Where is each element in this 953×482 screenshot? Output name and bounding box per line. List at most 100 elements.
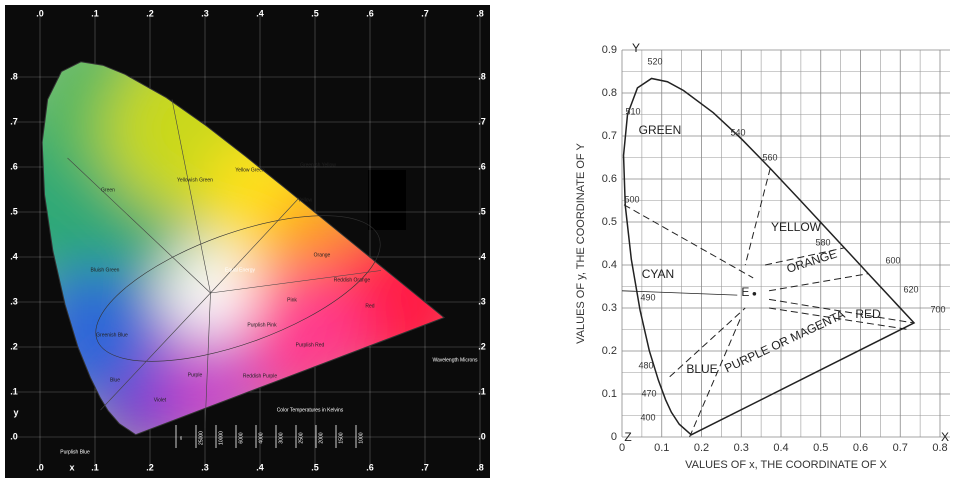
x-tick-label: .7: [421, 462, 429, 472]
kelvin-label: 6000: [238, 432, 244, 443]
region-label: Orange: [314, 252, 331, 258]
wavelength-label: 480: [638, 360, 653, 370]
region-label: Color Temperatures in Kelvins: [277, 407, 344, 413]
x-tick-label: .4: [256, 462, 264, 472]
wavelength-label: 400: [640, 412, 655, 422]
x-axis-label: VALUES OF x, THE COORDINATE OF X: [685, 459, 887, 471]
x-tick-label: .6: [366, 8, 374, 18]
y-tick-label: 0.7: [602, 130, 617, 142]
y-tick-label: .8: [10, 71, 18, 81]
y-tick-label: 0.2: [602, 345, 617, 357]
x-axis-label: x: [69, 462, 74, 472]
y-tick-label: .7: [478, 116, 486, 126]
cyan-boundary: [622, 291, 737, 295]
y-tick-label: .2: [10, 341, 18, 351]
region-label: Purple: [188, 372, 203, 378]
region-label: Red: [365, 303, 374, 309]
y-tick-label: 0.1: [602, 388, 617, 400]
y-tick-label: .6: [478, 161, 486, 171]
region-label: Greenish Yellow: [300, 162, 336, 168]
x-tick-label: .8: [476, 462, 484, 472]
white-point-label: E: [741, 285, 749, 299]
y-axis-label: VALUES OF y, THE COORDINATE OF Y: [575, 143, 587, 344]
region-label: Equal Energy: [225, 267, 256, 273]
x-tick-label: .4: [256, 8, 264, 18]
region-label: YELLOW: [771, 220, 822, 234]
wavelength-label: 600: [885, 255, 900, 265]
corner-label: X: [941, 430, 949, 444]
y-tick-label: 0.5: [602, 216, 617, 228]
dashed-boundary: [769, 274, 868, 291]
x-tick-label: .1: [91, 462, 99, 472]
wavelength-label: 620: [903, 284, 918, 294]
y-tick-label: .1: [478, 386, 486, 396]
dashed-boundary: [745, 168, 770, 265]
region-label: Reddish Purple: [243, 373, 277, 379]
kelvin-label: ∞: [178, 436, 184, 440]
x-tick-label: 0.7: [893, 442, 908, 454]
dashed-boundary: [690, 317, 742, 437]
y-tick-label: 0.9: [602, 44, 617, 56]
region-label: CYAN: [642, 267, 674, 281]
x-tick-label: 0.5: [813, 442, 828, 454]
wavelength-label: 560: [762, 152, 777, 162]
x-tick-label: .6: [366, 462, 374, 472]
kelvin-label: 2500: [298, 432, 304, 443]
y-tick-label: 0.3: [602, 302, 617, 314]
x-tick-label: .5: [311, 8, 319, 18]
page: .0.0.1.1.2.2.3.3.4.4.5.5.6.6.7.7.8.8.8.8…: [0, 0, 953, 482]
y-tick-label: .6: [10, 161, 18, 171]
x-tick-label: 0.3: [734, 442, 749, 454]
x-tick-label: 0.6: [853, 442, 868, 454]
y-tick-label: .1: [10, 386, 18, 396]
y-tick-label: .5: [10, 206, 18, 216]
kelvin-label: 3000: [278, 432, 284, 443]
y-tick-label: 0.4: [602, 259, 617, 271]
x-tick-label: .0: [36, 8, 44, 18]
x-tick-label: .5: [311, 462, 319, 472]
region-label: Purplish Red: [296, 342, 325, 348]
corner-label: Z: [624, 430, 631, 444]
x-tick-label: .1: [91, 8, 99, 18]
kelvin-label: 4000: [258, 432, 264, 443]
kelvin-label: 1000: [358, 432, 364, 443]
kelvin-label: 2000: [318, 432, 324, 443]
y-axis-label: y: [13, 407, 18, 417]
wavelength-label: 510: [625, 106, 640, 116]
wavelength-label: 500: [624, 194, 639, 204]
y-tick-label: .4: [478, 251, 486, 261]
region-label: Green: [101, 187, 115, 193]
y-tick-label: .3: [478, 296, 486, 306]
region-label: Bluish Green: [91, 267, 120, 273]
white-point: [753, 292, 757, 296]
y-tick-label: .0: [478, 431, 486, 441]
y-tick-label: .7: [10, 116, 18, 126]
region-label: Pink: [287, 297, 297, 303]
kelvin-label: 25000: [198, 431, 204, 445]
wavelength-label: 490: [640, 292, 655, 302]
x-tick-label: .2: [146, 8, 154, 18]
region-label: Purplish Blue: [60, 449, 90, 455]
wavelength-label: 700: [930, 304, 945, 314]
y-tick-label: .3: [10, 296, 18, 306]
wavelength-label: 540: [730, 127, 745, 137]
region-label: Violet: [154, 397, 167, 403]
region-label: Yellow: [298, 197, 313, 203]
region-label: Blue: [110, 377, 120, 383]
kelvin-label: 10000: [218, 431, 224, 445]
x-tick-label: 0.1: [654, 442, 669, 454]
region-label: GREEN: [639, 123, 682, 137]
wavelength-label: 580: [815, 237, 830, 247]
x-tick-label: .2: [146, 462, 154, 472]
y-tick-label: .5: [478, 206, 486, 216]
wavelength-label: 520: [647, 56, 662, 66]
y-tick-label: 0.6: [602, 173, 617, 185]
x-tick-label: 0.2: [694, 442, 709, 454]
region-label: BLUE: [686, 362, 717, 376]
x-tick-label: .7: [421, 8, 429, 18]
y-tick-label: .0: [10, 431, 18, 441]
region-label: RED: [855, 307, 881, 321]
y-tick-label: .2: [478, 341, 486, 351]
x-tick-label: .8: [476, 8, 484, 18]
wavelength-label: 470: [641, 388, 656, 398]
